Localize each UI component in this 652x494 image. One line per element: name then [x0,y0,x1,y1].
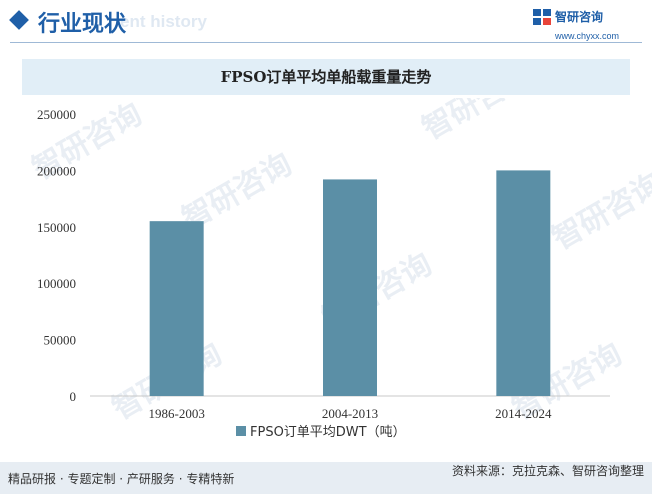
bar [323,179,377,396]
header-watermark-text: ent history [120,12,207,31]
y-tick-label: 100000 [37,276,76,291]
y-tick-label: 150000 [37,220,76,235]
brand-url: www.chyxx.com [555,31,620,41]
bar [149,221,204,396]
y-tick-label: 50000 [44,333,77,348]
x-tick-label: 1986-2003 [148,406,204,421]
x-tick-label: 2004-2013 [322,406,378,421]
watermark-text: 智研咨询 [547,167,652,257]
brand-logo-icon [533,9,551,25]
chart-title-band: FPSO订单平均单船载重量走势 [22,59,630,95]
footer-slogan: 精品研报 · 专题定制 · 产研服务 · 专精特新 [8,472,235,486]
brand-name: 智研咨询 [555,10,604,24]
bar [496,170,551,396]
bar-layer: 1986-2003 2004-2013 2014-2024 [148,170,552,421]
legend-swatch [236,426,246,436]
legend-layer: FPSO订单平均DWT（吨） [236,425,406,440]
x-tick-label: 2014-2024 [495,406,552,421]
chart-title: FPSO订单平均单船载重量走势 [220,68,432,86]
y-tick-label: 200000 [37,163,76,178]
source-note: 资料来源：克拉克森、智研咨询整理 [451,464,644,478]
watermark-text: 智研咨询 [417,98,538,147]
legend-label: FPSO订单平均DWT（吨） [250,425,406,440]
y-tick-label: 0 [70,389,77,404]
bar-chart: 智研咨询智研咨询智研咨询智研咨询智研咨询智研咨询智研咨询 05000010000… [27,98,652,440]
header-divider [10,42,642,43]
header: ent history 行业现状 智研咨询 www.chyxx.com [0,0,652,46]
footer: 精品研报 · 专题定制 · 产研服务 · 专精特新 资料来源：克拉克森、智研咨询… [0,462,652,494]
diamond-icon [9,10,29,30]
section-title: 行业现状 [38,12,127,37]
y-tick-label: 250000 [37,107,76,122]
